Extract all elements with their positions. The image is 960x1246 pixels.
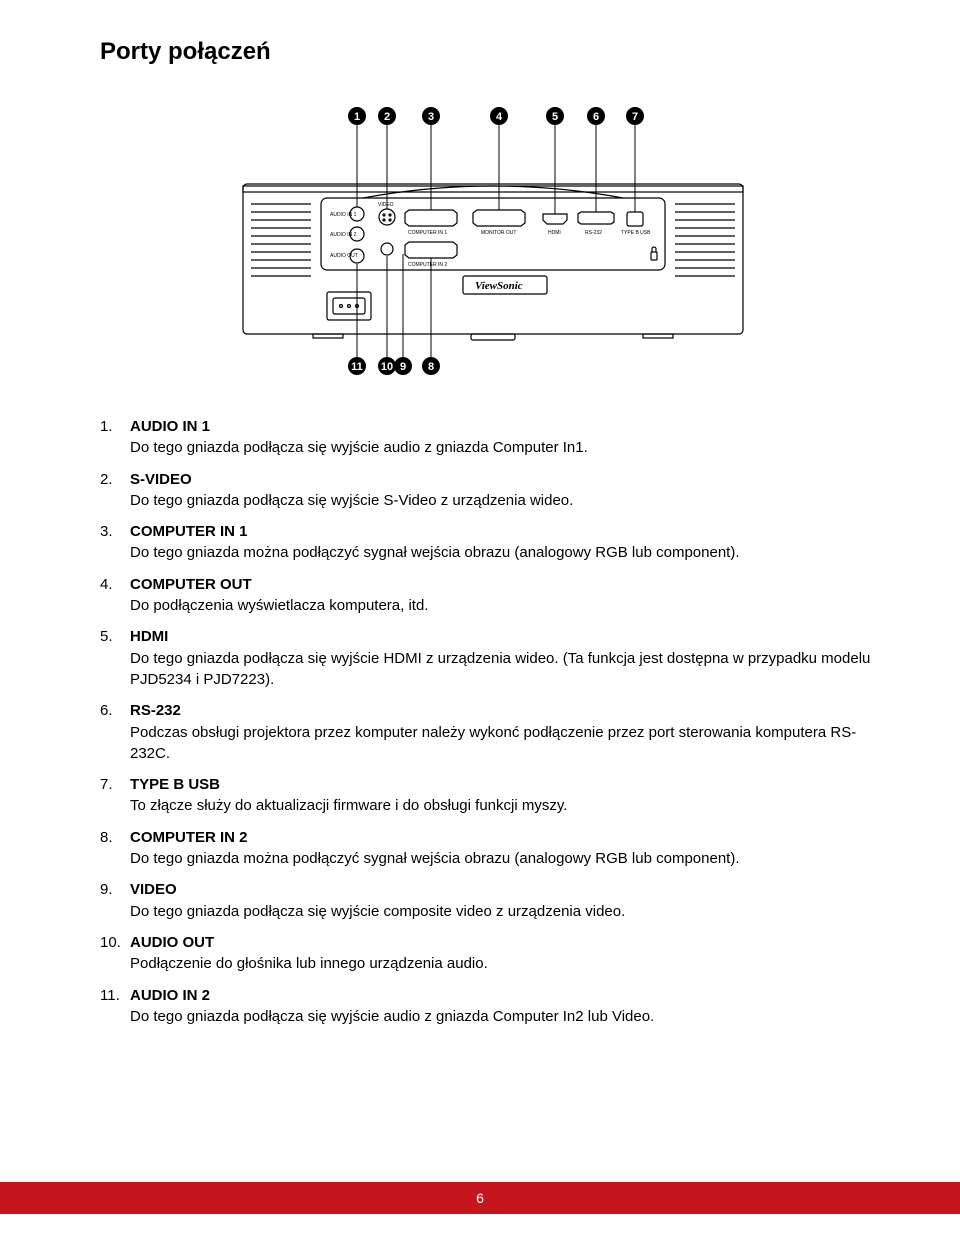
svg-text:COMPUTER IN 2: COMPUTER IN 2	[408, 262, 447, 268]
list-label: VIDEO	[130, 879, 885, 900]
list-item: 9.VIDEODo tego gniazda podłącza się wyjś…	[100, 879, 885, 922]
list-item: 11.AUDIO IN 2Do tego gniazda podłącza si…	[100, 985, 885, 1028]
list-desc: Do tego gniazda podłącza się wyjście com…	[130, 901, 885, 922]
list-body: TYPE B USBTo złącze służy do aktualizacj…	[130, 774, 885, 817]
svg-text:TYPE B USB: TYPE B USB	[621, 230, 651, 236]
list-body: AUDIO IN 1Do tego gniazda podłącza się w…	[130, 416, 885, 459]
svg-text:8: 8	[427, 361, 433, 373]
svg-text:VIDEO: VIDEO	[378, 202, 394, 208]
page-number: 6	[476, 1190, 484, 1206]
list-desc: Do tego gniazda można podłączyć sygnał w…	[130, 542, 885, 563]
list-body: AUDIO OUTPodłączenie do głośnika lub inn…	[130, 932, 885, 975]
footer-bar: 6	[0, 1182, 960, 1214]
list-item: 5.HDMIDo tego gniazda podłącza się wyjśc…	[100, 626, 885, 690]
list-desc: Do tego gniazda podłącza się wyjście aud…	[130, 437, 885, 458]
svg-text:AUDIO IN 1: AUDIO IN 1	[330, 212, 357, 218]
list-item: 8.COMPUTER IN 2Do tego gniazda można pod…	[100, 827, 885, 870]
list-desc: Podczas obsługi projektora przez kompute…	[130, 722, 885, 765]
list-body: VIDEODo tego gniazda podłącza się wyjści…	[130, 879, 885, 922]
list-desc: Do tego gniazda podłącza się wyjście S-V…	[130, 490, 885, 511]
list-label: AUDIO OUT	[130, 932, 885, 953]
diagram-svg: 1 2 3 4 5 6 7	[203, 94, 783, 384]
list-body: COMPUTER OUTDo podłączenia wyświetlacza …	[130, 574, 885, 617]
page-title: Porty połączeń	[100, 38, 885, 66]
svg-text:3: 3	[427, 111, 433, 123]
list-num: 6.	[100, 700, 130, 764]
list-num: 3.	[100, 521, 130, 564]
diagram-container: 1 2 3 4 5 6 7	[100, 94, 885, 384]
list-body: S-VIDEODo tego gniazda podłącza się wyjś…	[130, 469, 885, 512]
list-body: COMPUTER IN 2Do tego gniazda można podłą…	[130, 827, 885, 870]
list-body: AUDIO IN 2Do tego gniazda podłącza się w…	[130, 985, 885, 1028]
list-item: 7.TYPE B USBTo złącze służy do aktualiza…	[100, 774, 885, 817]
list-num: 5.	[100, 626, 130, 690]
svg-text:11: 11	[351, 361, 363, 373]
svg-text:9: 9	[399, 361, 405, 373]
svg-text:5: 5	[551, 111, 557, 123]
svg-text:4: 4	[495, 111, 502, 123]
svg-text:RS-232: RS-232	[585, 230, 602, 236]
list-desc: Podłączenie do głośnika lub innego urząd…	[130, 953, 885, 974]
list-desc: Do tego gniazda podłącza się wyjście HDM…	[130, 648, 885, 691]
list-body: RS-232Podczas obsługi projektora przez k…	[130, 700, 885, 764]
list-desc: Do tego gniazda można podłączyć sygnał w…	[130, 848, 885, 869]
svg-text:6: 6	[592, 111, 598, 123]
list-label: HDMI	[130, 626, 885, 647]
list-desc: Do tego gniazda podłącza się wyjście aud…	[130, 1006, 885, 1027]
list-num: 9.	[100, 879, 130, 922]
list-item: 6.RS-232Podczas obsługi projektora przez…	[100, 700, 885, 764]
svg-text:AUDIO IN 2: AUDIO IN 2	[330, 232, 357, 238]
list-item: 4.COMPUTER OUTDo podłączenia wyświetlacz…	[100, 574, 885, 617]
list-body: COMPUTER IN 1Do tego gniazda można podłą…	[130, 521, 885, 564]
list-label: AUDIO IN 1	[130, 416, 885, 437]
list-label: TYPE B USB	[130, 774, 885, 795]
svg-text:1: 1	[353, 111, 359, 123]
svg-text:2: 2	[383, 111, 389, 123]
list-item: 1.AUDIO IN 1Do tego gniazda podłącza się…	[100, 416, 885, 459]
list-item: 10.AUDIO OUTPodłączenie do głośnika lub …	[100, 932, 885, 975]
list-desc: To złącze służy do aktualizacji firmware…	[130, 795, 885, 816]
svg-text:7: 7	[631, 111, 637, 123]
list-item: 3.COMPUTER IN 1Do tego gniazda można pod…	[100, 521, 885, 564]
svg-text:HDMI: HDMI	[548, 230, 561, 236]
list-desc: Do podłączenia wyświetlacza komputera, i…	[130, 595, 885, 616]
list-label: COMPUTER OUT	[130, 574, 885, 595]
projector-ports-diagram: 1 2 3 4 5 6 7	[203, 94, 783, 384]
port-list: 1.AUDIO IN 1Do tego gniazda podłącza się…	[100, 416, 885, 1027]
svg-text:MONITOR OUT: MONITOR OUT	[481, 230, 516, 236]
svg-text:AUDIO OUT: AUDIO OUT	[330, 253, 358, 259]
list-label: RS-232	[130, 700, 885, 721]
list-body: HDMIDo tego gniazda podłącza się wyjście…	[130, 626, 885, 690]
svg-text:10: 10	[380, 361, 392, 373]
svg-text:ViewSonic: ViewSonic	[475, 280, 523, 292]
list-num: 8.	[100, 827, 130, 870]
svg-text:COMPUTER IN 1: COMPUTER IN 1	[408, 230, 447, 236]
list-label: AUDIO IN 2	[130, 985, 885, 1006]
list-item: 2.S-VIDEODo tego gniazda podłącza się wy…	[100, 469, 885, 512]
list-num: 10.	[100, 932, 130, 975]
list-num: 4.	[100, 574, 130, 617]
list-num: 7.	[100, 774, 130, 817]
list-num: 11.	[100, 985, 130, 1028]
list-num: 1.	[100, 416, 130, 459]
list-label: COMPUTER IN 2	[130, 827, 885, 848]
list-label: S-VIDEO	[130, 469, 885, 490]
list-label: COMPUTER IN 1	[130, 521, 885, 542]
list-num: 2.	[100, 469, 130, 512]
